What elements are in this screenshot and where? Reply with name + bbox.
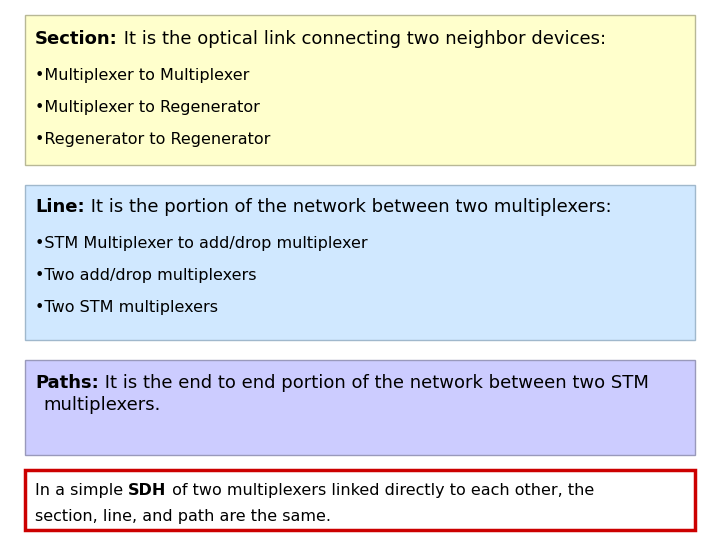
Text: •Two add/drop multiplexers: •Two add/drop multiplexers	[35, 268, 256, 283]
Text: section, line, and path are the same.: section, line, and path are the same.	[35, 509, 331, 524]
FancyBboxPatch shape	[25, 360, 695, 455]
Text: In a simple: In a simple	[35, 483, 128, 498]
Text: SDH: SDH	[128, 483, 166, 498]
Text: multiplexers.: multiplexers.	[43, 396, 161, 414]
Text: •Two STM multiplexers: •Two STM multiplexers	[35, 300, 218, 315]
Text: Section:: Section:	[35, 30, 118, 48]
Text: •Multiplexer to Multiplexer: •Multiplexer to Multiplexer	[35, 68, 249, 83]
Text: It is the end to end portion of the network between two STM: It is the end to end portion of the netw…	[99, 374, 649, 392]
Text: Paths:: Paths:	[35, 374, 99, 392]
Text: It is the portion of the network between two multiplexers:: It is the portion of the network between…	[85, 198, 611, 216]
Text: •Multiplexer to Regenerator: •Multiplexer to Regenerator	[35, 100, 260, 115]
Text: of two multiplexers linked directly to each other, the: of two multiplexers linked directly to e…	[166, 483, 594, 498]
FancyBboxPatch shape	[25, 470, 695, 530]
FancyBboxPatch shape	[25, 15, 695, 165]
FancyBboxPatch shape	[25, 185, 695, 340]
Text: Line:: Line:	[35, 198, 85, 216]
Text: It is the optical link connecting two neighbor devices:: It is the optical link connecting two ne…	[118, 30, 606, 48]
Text: •STM Multiplexer to add/drop multiplexer: •STM Multiplexer to add/drop multiplexer	[35, 236, 368, 251]
Text: •Regenerator to Regenerator: •Regenerator to Regenerator	[35, 132, 271, 147]
